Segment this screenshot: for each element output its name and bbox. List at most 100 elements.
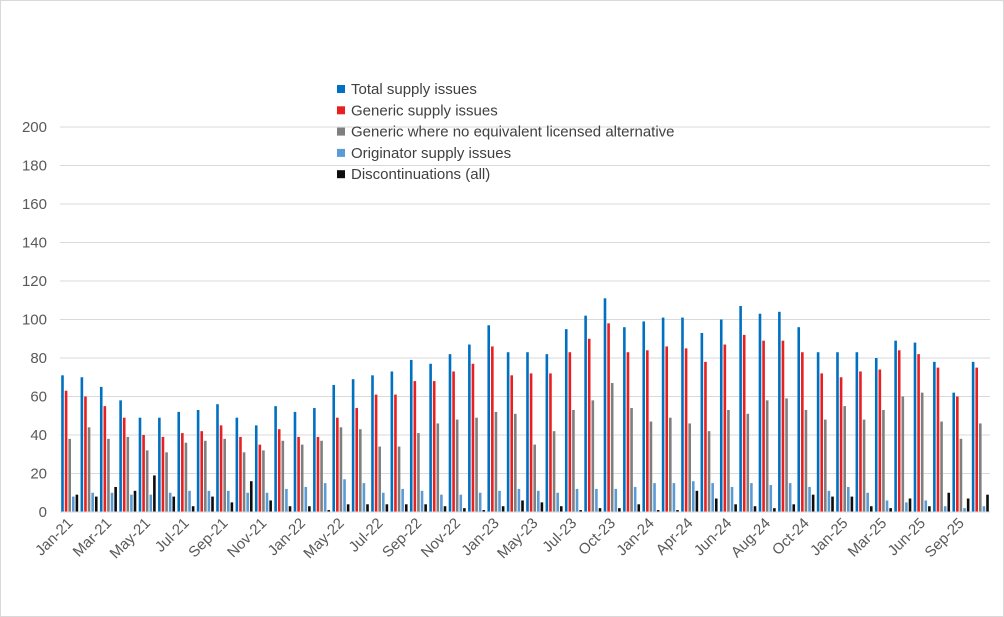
bar (188, 490, 191, 512)
bar (850, 496, 854, 512)
y-tick-label: 180 (22, 158, 47, 175)
bar (122, 417, 126, 512)
bar (855, 352, 859, 512)
bar (355, 408, 359, 512)
bar (536, 490, 540, 512)
bar (455, 419, 459, 512)
bar-group (603, 298, 621, 512)
y-tick-label: 40 (30, 427, 47, 444)
bar (559, 506, 563, 512)
bar (936, 367, 940, 512)
bar (443, 506, 447, 512)
legend-swatch (337, 148, 345, 157)
x-tick-label: Aug-24 (728, 515, 774, 561)
bar (61, 375, 64, 512)
legend-label: Originator supply issues (351, 145, 511, 162)
bar (963, 508, 966, 512)
bar (75, 494, 79, 512)
bar (533, 444, 536, 512)
bar (691, 481, 695, 512)
bar (928, 506, 931, 512)
bar (68, 438, 71, 512)
bar (614, 488, 618, 512)
bar (409, 359, 413, 512)
bar (623, 327, 626, 512)
x-tick-label: Nov-22 (418, 515, 464, 561)
x-tick-label: Nov-21 (224, 515, 270, 561)
bars (61, 298, 989, 512)
bar (165, 452, 168, 512)
bar-group (254, 425, 272, 512)
bar-group (661, 317, 679, 512)
bar (494, 411, 498, 512)
bar (394, 394, 397, 512)
bar-group (681, 317, 699, 512)
bar (618, 508, 621, 512)
bar (161, 436, 165, 512)
bar (277, 429, 281, 512)
bar (827, 490, 831, 512)
y-tick-label: 20 (30, 466, 47, 483)
bar (119, 400, 122, 512)
bar (332, 384, 336, 512)
bar (91, 492, 94, 512)
bar (258, 444, 262, 512)
bar-group (235, 417, 253, 512)
bar (103, 406, 107, 512)
bar (239, 436, 242, 512)
legend-swatch (337, 127, 345, 136)
bar-group (545, 354, 563, 512)
bar-group (351, 379, 369, 512)
bar (149, 494, 153, 512)
bar-group (526, 352, 544, 512)
bar (952, 392, 956, 512)
bar (200, 431, 204, 512)
bar (723, 344, 727, 512)
bar-group (158, 417, 176, 512)
bar (801, 352, 804, 512)
bar (475, 417, 478, 512)
bar (343, 479, 346, 512)
bar-group (448, 354, 466, 512)
x-axis-tick-labels: Jan-21Mar-21May-21Jul-21Sep-21Nov-21Jan-… (32, 515, 968, 562)
y-tick-label: 200 (22, 119, 47, 136)
y-tick-label: 160 (22, 196, 47, 213)
bar-group (758, 313, 776, 512)
bar-group (971, 361, 989, 512)
bar (529, 373, 533, 512)
bar-group (61, 375, 79, 512)
bar (138, 417, 142, 512)
bar (714, 498, 718, 512)
bar (885, 500, 889, 512)
bar (401, 488, 404, 512)
bar (158, 417, 161, 512)
bar (126, 436, 130, 512)
bar (71, 496, 75, 512)
bar (959, 438, 963, 512)
bar-group (332, 384, 350, 512)
bar (889, 508, 892, 512)
bar (219, 425, 223, 512)
bar (293, 411, 297, 512)
bar (417, 433, 420, 512)
bar (966, 498, 970, 512)
bar-group (700, 332, 718, 512)
legend-item: Discontinuations (all) (337, 166, 490, 183)
bar (452, 371, 455, 512)
legend-label: Discontinuations (all) (351, 166, 490, 183)
bar (630, 408, 633, 512)
bar (943, 506, 947, 512)
bar (711, 483, 714, 512)
bar (145, 450, 149, 512)
bar-group (584, 315, 602, 512)
bar-group (371, 375, 389, 512)
bar (831, 496, 834, 512)
bar (323, 483, 327, 512)
bar (285, 488, 288, 512)
bar (107, 438, 110, 512)
bar (971, 361, 975, 512)
bar (901, 396, 905, 512)
y-axis-tick-labels: 0 20 40 60 80 100 120 140 160 180 200 (22, 119, 47, 521)
bar (468, 344, 471, 512)
